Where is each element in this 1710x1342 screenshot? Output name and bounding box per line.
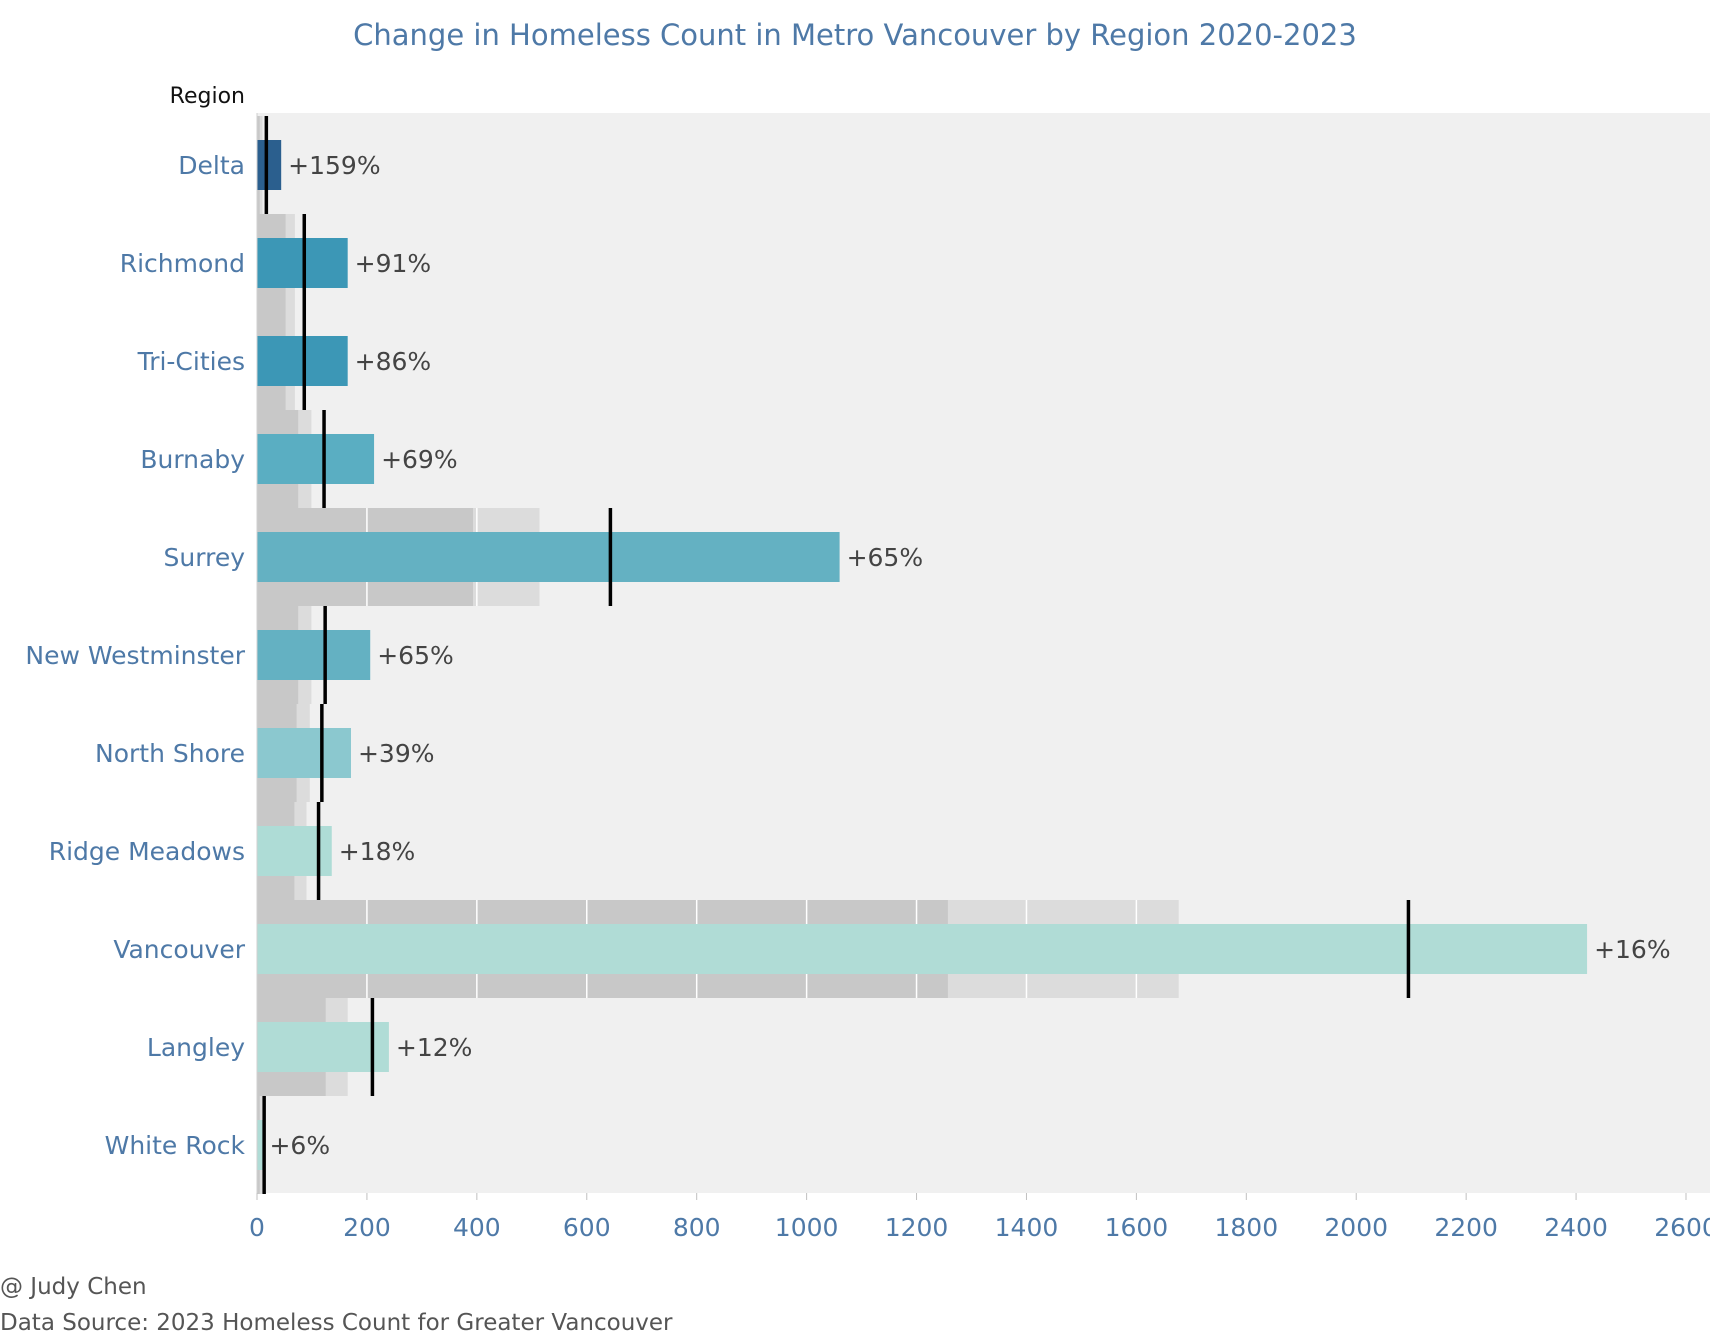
change-label-new-westminster: +65% xyxy=(377,641,454,670)
change-label-richmond: +91% xyxy=(355,249,432,278)
x-tick-label: 800 xyxy=(673,1213,721,1242)
bar-burnaby xyxy=(257,434,375,484)
x-tick-label: 1200 xyxy=(885,1213,949,1242)
bar-north-shore xyxy=(257,728,351,778)
category-label-tri-cities: Tri-Cities xyxy=(137,347,245,376)
category-label-langley: Langley xyxy=(147,1033,245,1062)
change-label-surrey: +65% xyxy=(847,543,924,572)
x-tick-label: 1400 xyxy=(995,1213,1059,1242)
change-label-white-rock: +6% xyxy=(269,1131,330,1160)
chart-title: Change in Homeless Count in Metro Vancou… xyxy=(353,18,1357,52)
category-label-surrey: Surrey xyxy=(164,543,246,572)
x-tick-label: 2200 xyxy=(1434,1213,1498,1242)
bar-tri-cities xyxy=(257,336,348,386)
x-tick-label: 200 xyxy=(343,1213,391,1242)
change-label-north-shore: +39% xyxy=(358,739,435,768)
bar-richmond xyxy=(257,238,348,288)
bar-ridge-meadows xyxy=(257,826,332,876)
category-label-richmond: Richmond xyxy=(120,249,245,278)
x-tick-label: 400 xyxy=(453,1213,501,1242)
x-tick-label: 1600 xyxy=(1105,1213,1169,1242)
bar-langley xyxy=(257,1022,389,1072)
x-tick-label: 1000 xyxy=(775,1213,839,1242)
x-tick-label: 600 xyxy=(563,1213,611,1242)
category-label-north-shore: North Shore xyxy=(95,739,245,768)
bullet-chart: Delta +159% Richmond +91% Tri-Cities +86% Burn… xyxy=(25,113,1710,1242)
category-label-ridge-meadows: Ridge Meadows xyxy=(49,837,245,866)
author-credit: @ Judy Chen xyxy=(0,1274,147,1300)
change-label-vancouver: +16% xyxy=(1594,935,1671,964)
bar-vancouver xyxy=(257,924,1588,974)
data-source-note: Data Source: 2023 Homeless Count for Gre… xyxy=(0,1310,673,1336)
category-label-burnaby: Burnaby xyxy=(140,445,245,474)
change-label-ridge-meadows: +18% xyxy=(339,837,416,866)
x-tick-label: 2600 xyxy=(1654,1213,1710,1242)
bar-delta xyxy=(257,140,282,190)
change-label-burnaby: +69% xyxy=(381,445,458,474)
x-tick-label: 1800 xyxy=(1214,1213,1278,1242)
category-label-delta: Delta xyxy=(178,151,245,180)
category-label-vancouver: Vancouver xyxy=(113,935,245,964)
bar-surrey xyxy=(257,532,840,582)
category-label-new-westminster: New Westminster xyxy=(25,641,245,670)
change-label-langley: +12% xyxy=(396,1033,473,1062)
category-label-white-rock: White Rock xyxy=(105,1131,246,1160)
x-tick-label: 2400 xyxy=(1544,1213,1608,1242)
bar-white-rock xyxy=(257,1120,263,1170)
x-tick-label: 2000 xyxy=(1324,1213,1388,1242)
x-tick-label: 0 xyxy=(249,1213,265,1242)
plot-background xyxy=(257,113,1710,1193)
bar-new-westminster xyxy=(257,630,371,680)
region-axis-header: Region xyxy=(169,84,245,109)
change-label-delta: +159% xyxy=(288,151,380,180)
change-label-tri-cities: +86% xyxy=(355,347,432,376)
